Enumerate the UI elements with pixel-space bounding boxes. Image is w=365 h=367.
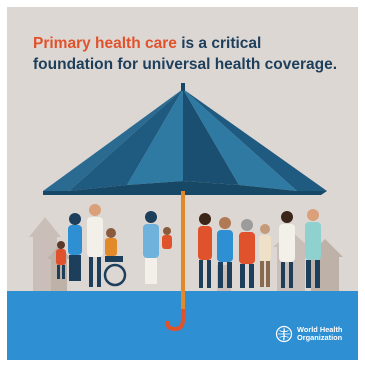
illustration [29,83,343,332]
umbrella-handle [165,309,185,332]
headline-line1-rest: is a critical [176,35,262,52]
umbrella-canopy [43,83,327,195]
who-logo-text: World Health Organization [297,326,342,342]
headline-line2: foundation for universal health coverage… [33,56,338,73]
headline: Primary health care is a critical founda… [33,33,353,75]
who-logo-line2: Organization [297,333,343,342]
umbrella-pole [181,191,185,309]
poster-card: Primary health care is a critical founda… [7,7,358,360]
who-logo: World Health Organization [275,325,342,343]
headline-accent: Primary health care [33,35,177,52]
who-logo-line1: World Health [297,325,343,334]
who-emblem-icon [275,325,293,343]
people-group [56,191,321,332]
